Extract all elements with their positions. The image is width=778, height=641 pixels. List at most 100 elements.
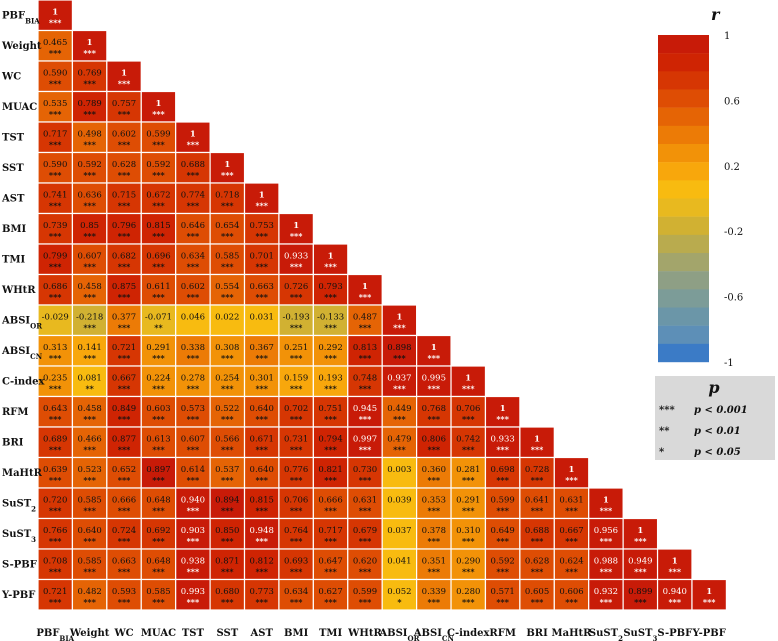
cell-tmi-wc: 0.682*** [106,243,142,276]
cell-value: 0.646 [181,221,205,231]
cell-value: 0.766 [43,526,67,536]
cell-value: 0.037 [387,526,411,536]
cell-significance: *** [496,597,509,607]
cell-value: 0.679 [353,526,377,536]
cell-tmi-ast: 0.701*** [243,243,280,276]
cell-significance: *** [118,383,131,393]
cell-significance: *** [428,414,441,424]
cell-value: 0.159 [284,373,308,383]
cell-rfm-tmi: 0.751*** [312,395,349,428]
cell-rect [656,548,693,581]
cell-value: 1 [500,404,506,414]
cell-y-pbf-weight: 0.482*** [71,578,108,611]
cell-significance: *** [83,566,96,576]
cell-value: 0.301 [250,373,274,383]
cell-value: 0.377 [112,312,136,322]
cell-rect [484,517,521,550]
cell-bri-rfm: 0.933*** [484,426,521,459]
column-label-sust-2: SuST2 [589,628,623,641]
cell-significance: *** [152,139,165,149]
cell-whtr-ast: 0.663*** [243,273,280,306]
cell-bmi-bmi: 1*** [278,212,314,245]
cell-significance: *** [49,231,62,241]
cell-significance: *** [290,414,303,424]
cell-significance: *** [118,200,131,210]
cell-significance: *** [462,475,475,485]
column-label-pbf-bia: PBFBIA [36,628,74,641]
cell-significance: *** [600,536,613,546]
cell-significance: *** [118,322,131,332]
cell-value: 0.813 [353,343,377,353]
cell-rect [37,121,74,154]
cell-weight-weight: 1*** [71,29,108,62]
cell-value: 0.631 [559,495,583,505]
cell-value: 0.686 [43,282,67,292]
cell-significance: *** [83,78,96,88]
cell-absi-or-tmi: -0.133*** [312,304,349,337]
cell-rect [71,182,108,215]
cell-value: 0.628 [112,160,136,170]
cell-rect [416,456,452,489]
cell-significance: *** [324,261,337,271]
cell-significance: *** [255,261,268,271]
cell-significance: *** [187,261,200,271]
cell-value: 0.793 [318,282,342,292]
cell-rfm-absi-cn: 0.768*** [416,395,452,428]
cell-value: 0.378 [422,526,446,536]
cell-value: 0.603 [146,404,170,414]
cell-significance: *** [221,200,234,210]
significance-label: p < 0.01 [694,426,741,437]
cell-sust-3-tmi: 0.717*** [312,517,349,550]
cell-rfm-wc: 0.849*** [106,395,142,428]
cell-value: 0.627 [318,587,342,597]
cell-s-pbf-s-pbf: 1*** [656,548,693,581]
cell-value: 0.698 [490,465,514,475]
cell-value: 0.667 [559,526,583,536]
cell-absi-or-absi-or: 1*** [381,304,418,337]
cell-value: 0.592 [490,556,514,566]
cell-value: 0.291 [456,495,480,505]
cell-rect [140,182,177,215]
cell-significance: *** [255,292,268,302]
cell-rect [416,426,452,459]
cell-bri-wc: 0.877*** [106,426,142,459]
cell-sust-2-absi-or: 0.039 [381,487,418,520]
row-label-c-index: C-index [2,376,46,387]
cell-c-index-muac: 0.224*** [140,365,177,398]
cell-significance: ** [154,322,163,332]
cell-significance: *** [290,444,303,454]
cell-rect [484,487,521,520]
cell-value: 0.693 [284,556,308,566]
column-label-absi-cn: ABSICN [413,628,455,641]
cell-sust-3-absi-cn: 0.378*** [416,517,452,550]
cell-s-pbf-absi-or: 0.041 [381,548,418,581]
cell-absi-cn-whtr: 0.813*** [347,334,383,367]
cell-significance: *** [83,109,96,119]
cell-y-pbf-c-index: 0.280*** [450,578,487,611]
cell-significance: *** [359,597,372,607]
cell-significance: *** [83,353,96,363]
cell-value: 0.899 [628,587,652,597]
cell-value: 0.993 [181,587,205,597]
cell-rect [37,0,74,32]
cell-value: 1 [328,251,334,261]
cell-significance: *** [221,505,234,515]
cell-value: 0.599 [490,495,514,505]
row-label-y-pbf: Y-PBF [1,590,35,601]
cell-value: 1 [293,221,299,231]
cell-rect [588,548,624,581]
cell-significance: *** [703,597,716,607]
cell-significance: *** [152,414,165,424]
cell-value: 1 [224,160,230,170]
cell-value: 0.682 [112,251,136,261]
cell-value: 0.367 [250,343,274,353]
cell-rect [175,426,211,459]
cell-significance: *** [462,414,475,424]
cell-tst-tst: 1*** [175,121,211,154]
cell-s-pbf-bri: 0.628*** [519,548,555,581]
cell-value: 0.938 [181,556,205,566]
cell-significance: *** [359,292,372,302]
cell-absi-cn-absi-or: 0.898*** [381,334,418,367]
cell-rect [278,212,314,245]
cell-significance: *** [600,505,613,515]
